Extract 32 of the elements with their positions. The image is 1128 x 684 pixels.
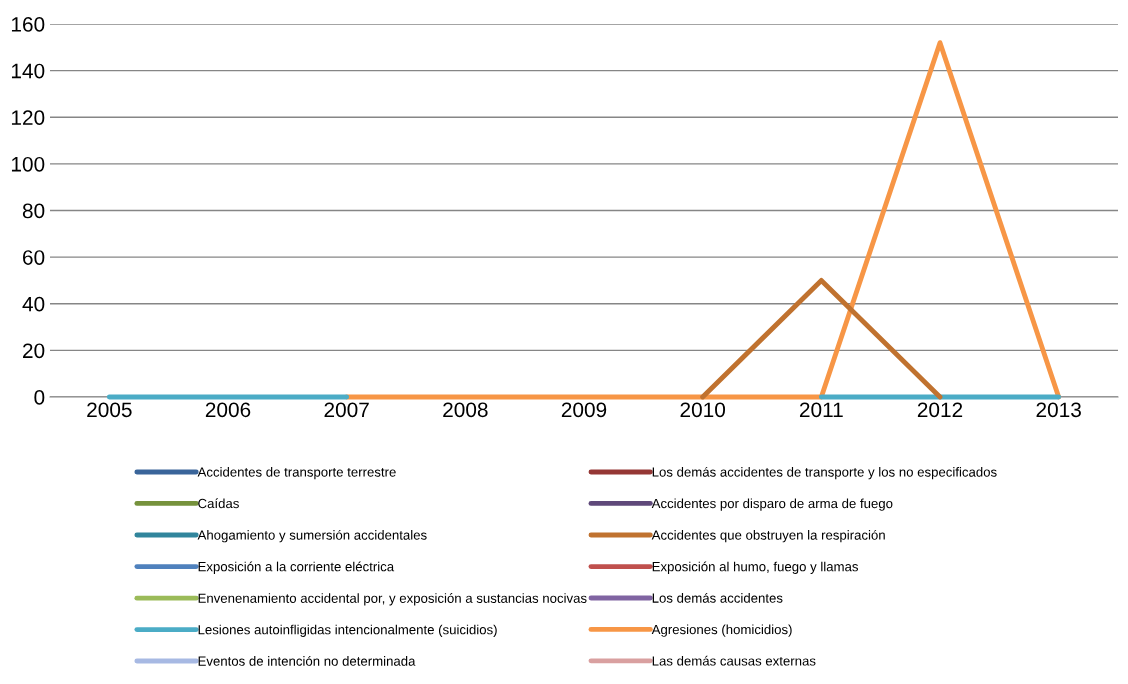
y-tick-label: 80 xyxy=(22,203,45,219)
y-tick-label: 140 xyxy=(11,63,45,79)
legend-label: Eventos de intención no determinada xyxy=(198,655,416,666)
legend-label: Exposición a la corriente eléctrica xyxy=(198,561,395,574)
legend-label: Las demás causas externas xyxy=(652,655,816,666)
x-tick-label: 2010 xyxy=(680,402,726,418)
x-tick-label: 2007 xyxy=(324,402,369,418)
x-tick-label: 2008 xyxy=(443,402,488,418)
x-tick-label: 2009 xyxy=(561,402,607,418)
y-tick-label: 0 xyxy=(34,390,45,405)
legend-label: Exposición al humo, fuego y llamas xyxy=(652,561,859,574)
y-tick-label: 20 xyxy=(23,343,45,359)
legend-label: Lesiones autoinfligidas intencionalmente (suicidios) xyxy=(198,624,497,637)
legend-label: Agresiones (homicidios) xyxy=(651,624,792,637)
legend-label: Accidentes por disparo de arma de fuego xyxy=(651,498,893,511)
y-tick-label: 160 xyxy=(11,17,45,32)
legend-label: Los demás accidentes de transporte y los no especificados xyxy=(652,466,997,480)
x-tick-label: 2013 xyxy=(1036,402,1081,418)
x-tick-label: 2005 xyxy=(87,402,132,418)
x-tick-label: 2006 xyxy=(205,402,251,418)
legend-label: Accidentes que obstruyen la respiración xyxy=(651,529,885,543)
legend-label: Los demás accidentes xyxy=(652,592,783,603)
legend-label: Accidentes de transporte terrestre xyxy=(197,467,396,480)
x-tick-label: 2012 xyxy=(917,402,963,418)
y-tick-label: 100 xyxy=(11,156,45,172)
x-tick-label: 2011 xyxy=(799,402,843,418)
legend-label: Envenenamiento accidental por, y exposición a sustancias nocivas xyxy=(198,593,587,606)
legend-label: Caídas xyxy=(198,498,239,509)
legend-label: Ahogamiento y sumersión accidentales xyxy=(197,529,427,543)
y-tick-label: 40 xyxy=(22,296,45,312)
y-tick-label: 60 xyxy=(23,250,45,265)
y-tick-label: 120 xyxy=(11,110,45,125)
